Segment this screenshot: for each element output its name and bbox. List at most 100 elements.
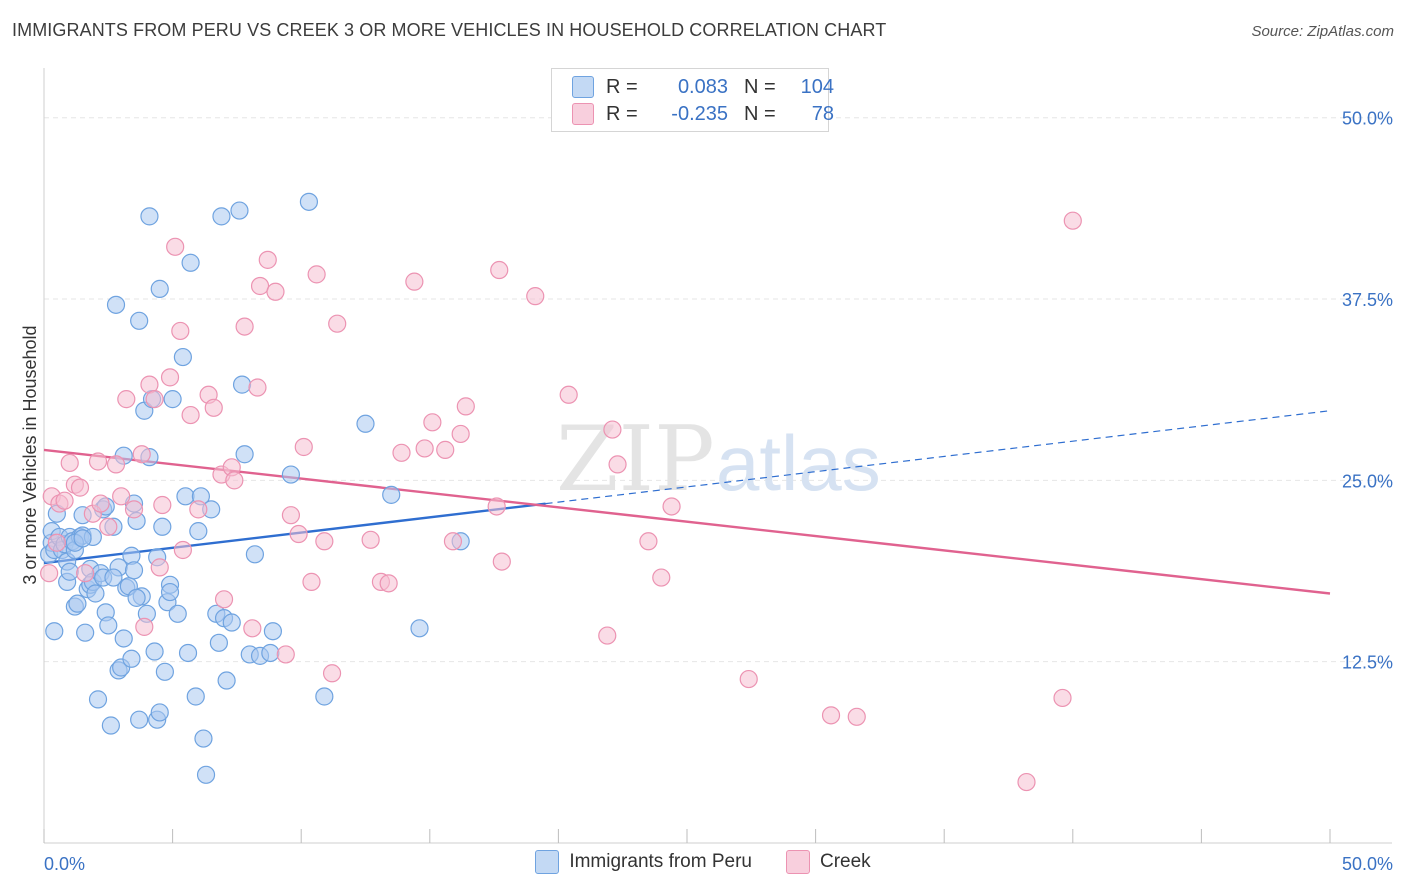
- data-point: [45, 622, 64, 641]
- data-point: [130, 710, 149, 729]
- data-point: [214, 590, 234, 609]
- data-point: [405, 272, 424, 291]
- data-point: [73, 529, 92, 548]
- data-point: [76, 623, 95, 642]
- data-point: [245, 545, 265, 564]
- series-legend: Immigrants from Peru Creek: [0, 850, 1406, 874]
- data-point: [225, 471, 244, 490]
- legend-swatch-creek: [785, 850, 810, 874]
- data-point: [1063, 211, 1082, 230]
- data-point: [99, 616, 118, 635]
- data-point: [559, 385, 578, 404]
- data-point: [328, 314, 347, 333]
- tick-labels: 12.5% 25.0% 37.5% 50.0% 0.0% 50.0%: [44, 109, 1393, 874]
- data-point: [124, 500, 144, 519]
- data-point: [1017, 772, 1036, 792]
- data-point: [150, 558, 169, 577]
- data-point: [178, 643, 198, 663]
- data-point: [289, 524, 308, 544]
- data-point: [217, 671, 236, 690]
- data-point: [243, 619, 262, 638]
- stats-r-label: R =: [606, 102, 638, 125]
- data-point: [490, 260, 509, 280]
- stats-r-value: -0.235: [671, 102, 728, 125]
- y-axis-label: 3 or more Vehicles in Household: [20, 325, 40, 584]
- legend-label-creek: Creek: [819, 851, 871, 872]
- data-point: [212, 207, 231, 226]
- data-point: [821, 706, 841, 725]
- data-point: [410, 619, 429, 638]
- stats-legend: R = 0.083 N = 104 R = -0.235 N = 78: [551, 68, 834, 132]
- stats-n-value: 104: [800, 75, 834, 98]
- data-point: [315, 687, 334, 706]
- data-point: [361, 530, 380, 549]
- data-point: [379, 574, 398, 593]
- data-point: [150, 279, 169, 298]
- data-point: [186, 687, 205, 706]
- data-point: [122, 649, 141, 668]
- data-point: [415, 439, 434, 458]
- data-point: [1053, 688, 1072, 708]
- data-point: [171, 321, 190, 341]
- data-point: [250, 276, 270, 296]
- data-point: [145, 390, 164, 409]
- data-point: [281, 465, 301, 484]
- data-point: [299, 192, 319, 211]
- series-creek: [40, 211, 1082, 792]
- data-point: [117, 390, 136, 409]
- data-point: [302, 572, 321, 591]
- axes: [43, 68, 1392, 844]
- data-point: [88, 690, 108, 709]
- data-point: [181, 405, 200, 425]
- stats-n-value: 78: [811, 102, 834, 125]
- data-point: [124, 561, 144, 580]
- data-point: [603, 420, 622, 439]
- data-point: [423, 413, 442, 432]
- data-point: [248, 378, 267, 397]
- data-point: [160, 368, 180, 387]
- data-point: [101, 716, 120, 735]
- data-point: [76, 564, 95, 583]
- data-point: [443, 532, 463, 551]
- data-point: [230, 201, 249, 220]
- data-point: [598, 626, 617, 645]
- data-point: [140, 207, 159, 226]
- data-point: [99, 517, 118, 536]
- data-point: [60, 453, 79, 473]
- data-point: [130, 311, 149, 330]
- data-point: [106, 295, 126, 314]
- stats-row-peru: R = 0.083 N = 104: [572, 74, 834, 100]
- data-point: [55, 491, 74, 510]
- y-tick-label: 12.5%: [1342, 653, 1393, 673]
- data-point: [222, 613, 241, 632]
- data-point: [68, 594, 87, 613]
- data-point: [235, 445, 254, 464]
- data-point: [181, 253, 200, 272]
- data-point: [392, 443, 411, 462]
- data-point: [526, 287, 545, 306]
- data-point: [176, 487, 195, 506]
- data-point: [114, 629, 133, 648]
- data-point: [104, 568, 123, 587]
- stats-n-label: N =: [744, 75, 776, 98]
- data-point: [155, 662, 174, 681]
- data-point: [106, 455, 126, 474]
- data-point: [739, 669, 758, 689]
- legend-item-creek[interactable]: Creek: [785, 850, 871, 874]
- data-point: [204, 398, 223, 417]
- data-point: [194, 729, 213, 748]
- data-point: [160, 582, 180, 602]
- data-point: [173, 540, 192, 560]
- stats-r-value: 0.083: [677, 75, 728, 98]
- data-point: [88, 452, 108, 471]
- data-point: [166, 237, 185, 256]
- data-point: [263, 622, 283, 641]
- data-points: [40, 192, 1082, 792]
- data-point: [132, 445, 151, 464]
- data-point: [281, 506, 301, 525]
- legend-item-peru[interactable]: Immigrants from Peru: [535, 850, 752, 874]
- data-point: [382, 485, 401, 504]
- trend-line-creek: [43, 448, 1331, 595]
- data-point: [261, 643, 280, 663]
